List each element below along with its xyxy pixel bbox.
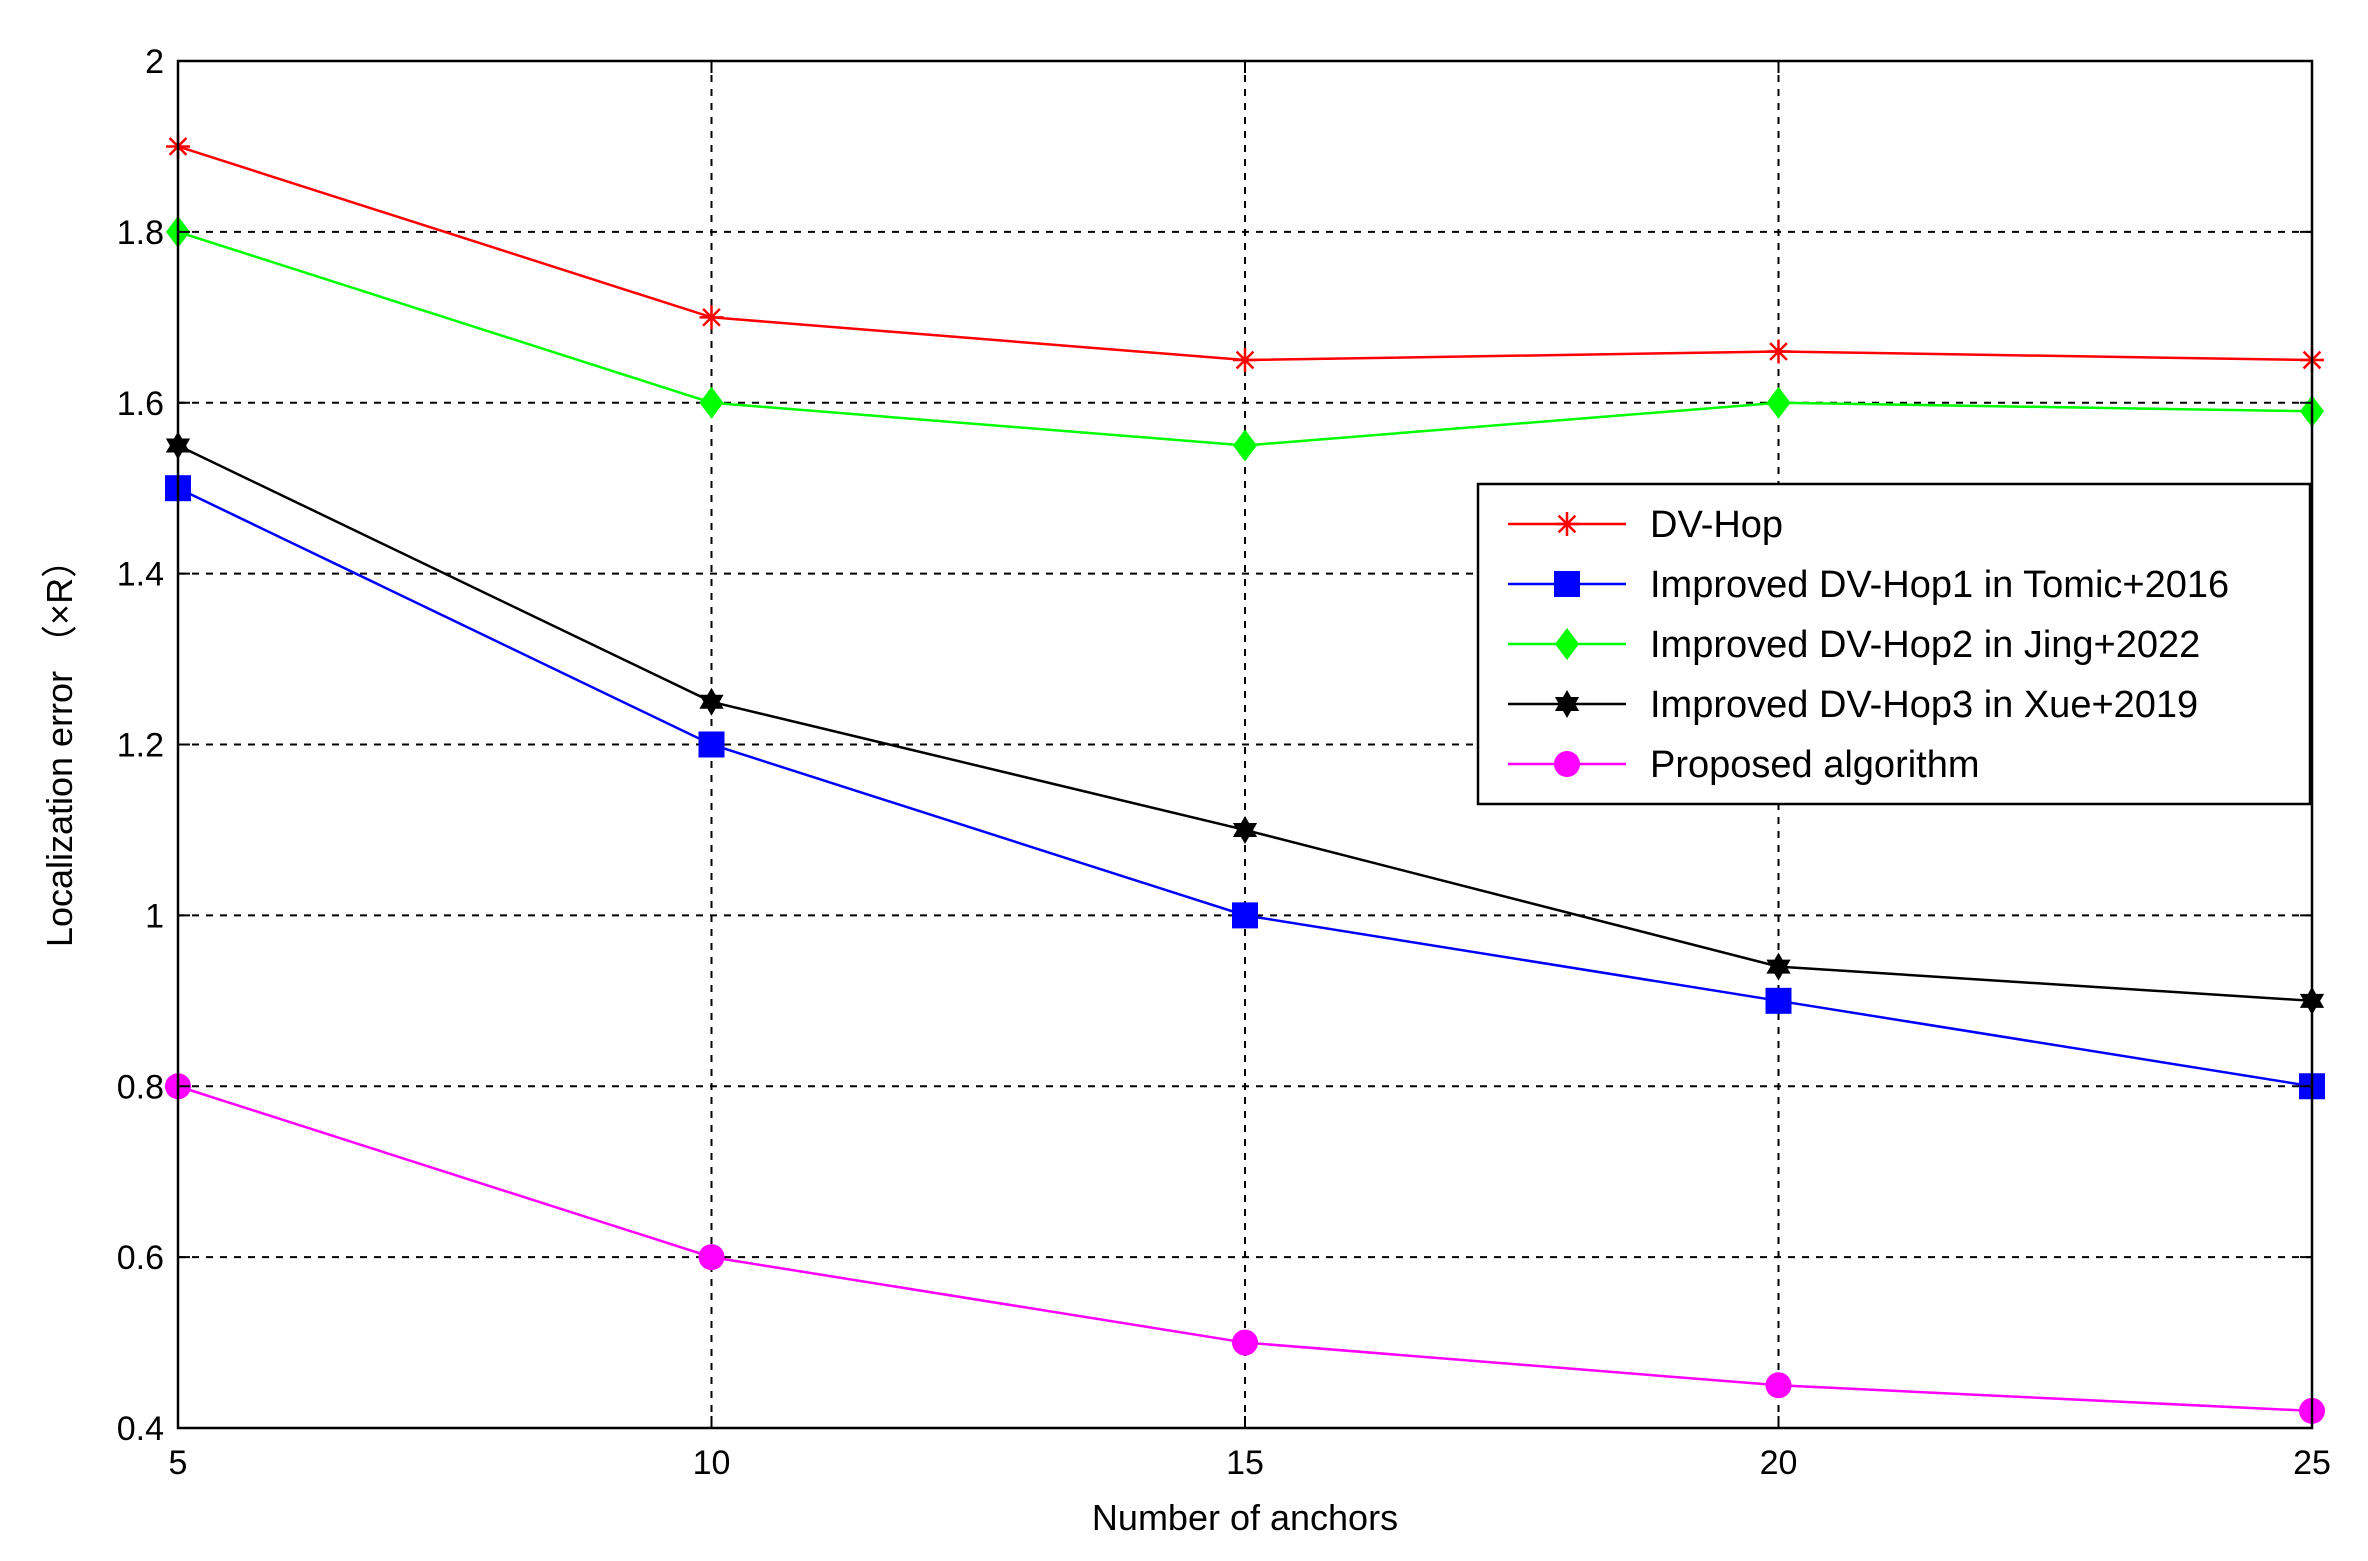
series-3 bbox=[166, 215, 2324, 462]
data-point bbox=[699, 386, 724, 419]
y-tick-label: 0.6 bbox=[117, 1239, 164, 1277]
legend-label: Proposed algorithm bbox=[1650, 744, 1980, 786]
y-tick-label: 1.8 bbox=[117, 214, 164, 252]
x-tick-label: 25 bbox=[2293, 1444, 2331, 1482]
x-axis-label: Number of anchors bbox=[1092, 1497, 1398, 1538]
series-5 bbox=[165, 1073, 2325, 1424]
data-point bbox=[1766, 339, 1791, 364]
data-point bbox=[1766, 386, 1791, 419]
y-tick-label: 0.4 bbox=[117, 1410, 164, 1448]
data-point bbox=[1554, 751, 1580, 777]
y-tick-label: 2 bbox=[145, 43, 164, 81]
y-axis-label: Localization error （×R） bbox=[39, 542, 80, 947]
legend-label: Improved DV-Hop3 in Xue+2019 bbox=[1650, 684, 2198, 726]
legend-label: DV-Hop bbox=[1650, 504, 1783, 546]
series-4 bbox=[165, 431, 2325, 1015]
y-tick-label: 0.8 bbox=[117, 1068, 164, 1106]
data-point bbox=[1765, 987, 1792, 1014]
legend-item: Improved DV-Hop3 in Xue+2019 bbox=[1508, 684, 2198, 726]
data-point bbox=[698, 731, 725, 758]
legend-label: Improved DV-Hop1 in Tomic+2016 bbox=[1650, 564, 2229, 606]
y-tick-label: 1.4 bbox=[117, 556, 164, 594]
data-point bbox=[1765, 1372, 1792, 1399]
y-tick-label: 1.2 bbox=[117, 727, 164, 765]
data-point bbox=[1232, 1329, 1258, 1356]
x-tick-label: 5 bbox=[169, 1444, 188, 1482]
x-tick-label: 10 bbox=[693, 1444, 731, 1482]
data-point bbox=[1233, 429, 1257, 462]
data-point bbox=[1232, 902, 1258, 929]
legend-item: Improved DV-Hop2 in Jing+2022 bbox=[1508, 624, 2200, 666]
x-tick-label: 20 bbox=[1760, 1444, 1798, 1482]
data-point bbox=[1555, 628, 1579, 660]
data-point bbox=[699, 305, 724, 330]
y-tick-label: 1 bbox=[145, 897, 164, 935]
data-point bbox=[1555, 512, 1579, 536]
data-point-overlay bbox=[699, 694, 724, 716]
y-tick-label: 1.6 bbox=[117, 385, 164, 423]
legend-label: Improved DV-Hop2 in Jing+2022 bbox=[1650, 624, 2200, 666]
axis-ticks: 5 10 15 20 25 0.4 0.6 0.8 1 1.2 1.4 1.6 1.8 2 bbox=[117, 43, 2331, 1482]
series-layer bbox=[165, 134, 2325, 1424]
legend-item: Improved DV-Hop1 in Tomic+2016 bbox=[1508, 564, 2229, 606]
data-point bbox=[1233, 348, 1257, 373]
data-point bbox=[1554, 571, 1580, 597]
x-tick-label: 15 bbox=[1226, 1444, 1264, 1482]
legend: DV-Hop Improved DV-Hop1 in Tomic+2016 Impr… bbox=[1476, 482, 2312, 806]
legend-item: Proposed algorithm bbox=[1508, 744, 1980, 786]
data-point-overlay bbox=[1766, 959, 1791, 981]
legend-item: DV-Hop bbox=[1508, 504, 1783, 546]
data-point-overlay bbox=[1554, 697, 1580, 718]
data-point bbox=[698, 1244, 725, 1271]
data-point-overlay bbox=[1232, 822, 1258, 844]
